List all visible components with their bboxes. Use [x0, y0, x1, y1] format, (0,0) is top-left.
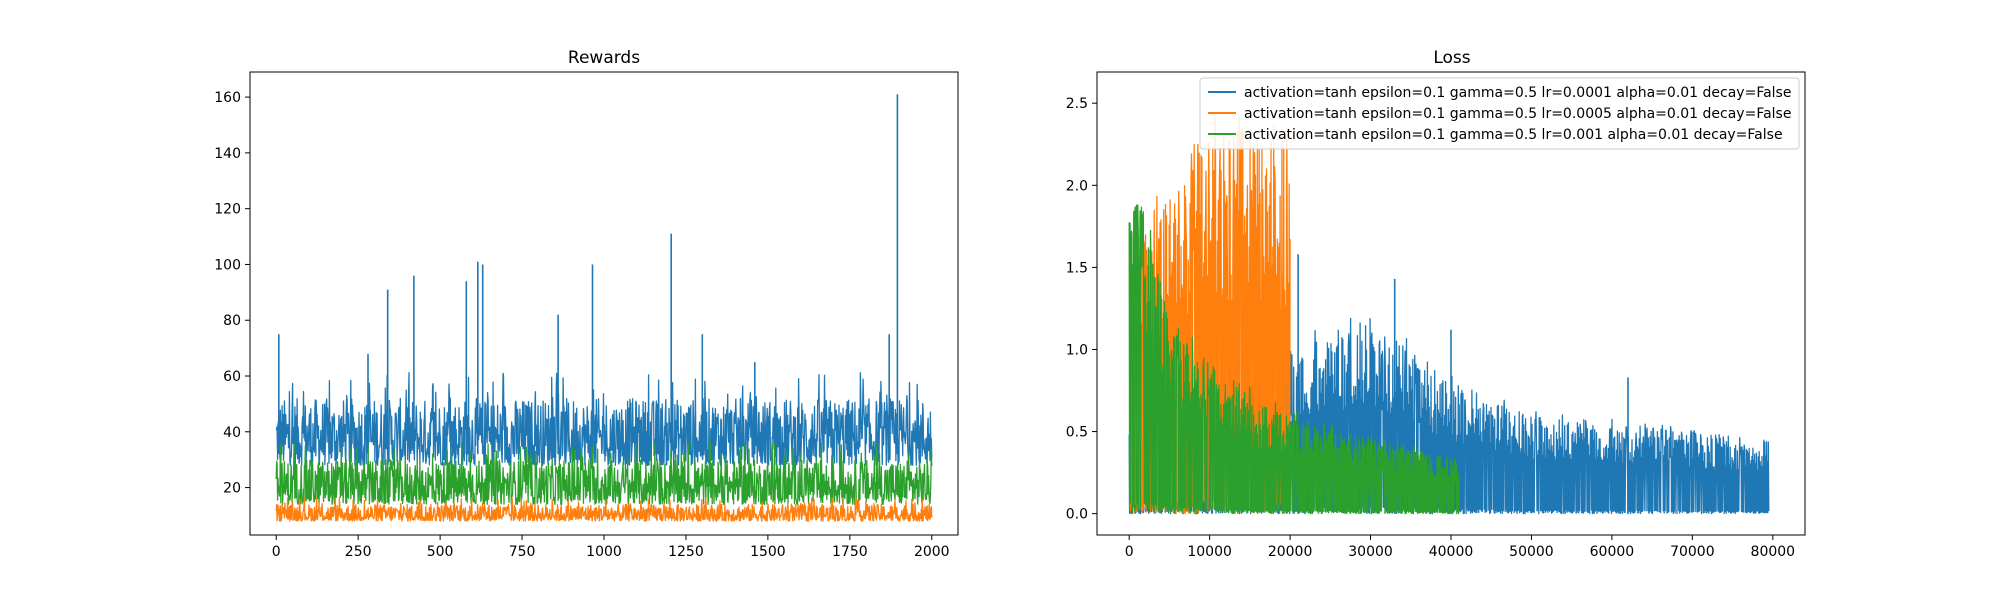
y-tick-label: 1.5 — [1066, 260, 1088, 276]
x-tick-label: 1500 — [750, 544, 786, 560]
y-tick-label: 2.5 — [1066, 96, 1088, 112]
y-tick-label: 80 — [223, 313, 241, 329]
series-line-1 — [275, 441, 933, 505]
series-line-2 — [1128, 204, 1460, 515]
x-tick-label: 500 — [427, 544, 454, 560]
y-tick-label: 2.0 — [1066, 178, 1088, 194]
x-tick-label: 20000 — [1268, 544, 1313, 560]
x-tick-label: 30000 — [1348, 544, 1393, 560]
loss-plot-area — [1128, 114, 1770, 515]
y-tick-label: 0.0 — [1066, 507, 1088, 523]
series-line-0 — [275, 371, 933, 466]
y-tick-label: 100 — [214, 257, 241, 273]
x-tick-label: 750 — [509, 544, 536, 560]
y-tick-label: 140 — [214, 146, 241, 162]
loss-legend: activation=tanh epsilon=0.1 gamma=0.5 lr… — [1199, 77, 1800, 150]
x-tick-label: 1250 — [668, 544, 704, 560]
y-tick-label: 20 — [223, 481, 241, 497]
x-tick-label: 10000 — [1187, 544, 1232, 560]
rewards-chart: Rewards 0 250 500 750 1000 1250 1500 1750 2000 20… — [214, 48, 959, 560]
legend-box — [1199, 77, 1800, 150]
rewards-plot-area — [275, 94, 933, 522]
x-tick-label: 0 — [1125, 544, 1134, 560]
y-tick-label: 40 — [223, 425, 241, 441]
x-tick-label: 1000 — [586, 544, 622, 560]
x-tick-label: 250 — [345, 544, 372, 560]
x-tick-label: 1750 — [832, 544, 868, 560]
rewards-title: Rewards — [568, 48, 640, 68]
y-tick-label: 0.5 — [1066, 425, 1088, 441]
loss-axes-frame — [1096, 71, 1806, 536]
legend-label: activation=tanh epsilon=0.1 gamma=0.5 lr… — [1244, 127, 1783, 143]
x-tick-label: 60000 — [1590, 544, 1635, 560]
series-line-2 — [275, 497, 933, 522]
legend-label: activation=tanh epsilon=0.1 gamma=0.5 lr… — [1244, 85, 1791, 101]
rewards-axes-frame — [249, 71, 959, 536]
legend-label: activation=tanh epsilon=0.1 gamma=0.5 lr… — [1244, 106, 1791, 122]
x-tick-label: 70000 — [1670, 544, 1715, 560]
x-tick-label: 0 — [272, 544, 281, 560]
loss-title: Loss — [1433, 48, 1470, 68]
y-tick-label: 60 — [223, 369, 241, 385]
x-tick-label: 40000 — [1429, 544, 1474, 560]
x-tick-label: 80000 — [1751, 544, 1796, 560]
loss-chart: Loss 0 10000 20000 30000 40000 50000 60000 7000… — [1066, 48, 1806, 560]
x-tick-label: 50000 — [1509, 544, 1554, 560]
loss-axes: 0 10000 20000 30000 40000 50000 60000 70000 8000… — [1066, 96, 1795, 560]
y-tick-label: 120 — [214, 202, 241, 218]
y-tick-label: 160 — [214, 90, 241, 106]
y-tick-label: 1.0 — [1066, 342, 1088, 358]
rewards-axes: 0 250 500 750 1000 1250 1500 1750 2000 20 40 60 80 10… — [214, 90, 949, 560]
x-tick-label: 2000 — [914, 544, 950, 560]
